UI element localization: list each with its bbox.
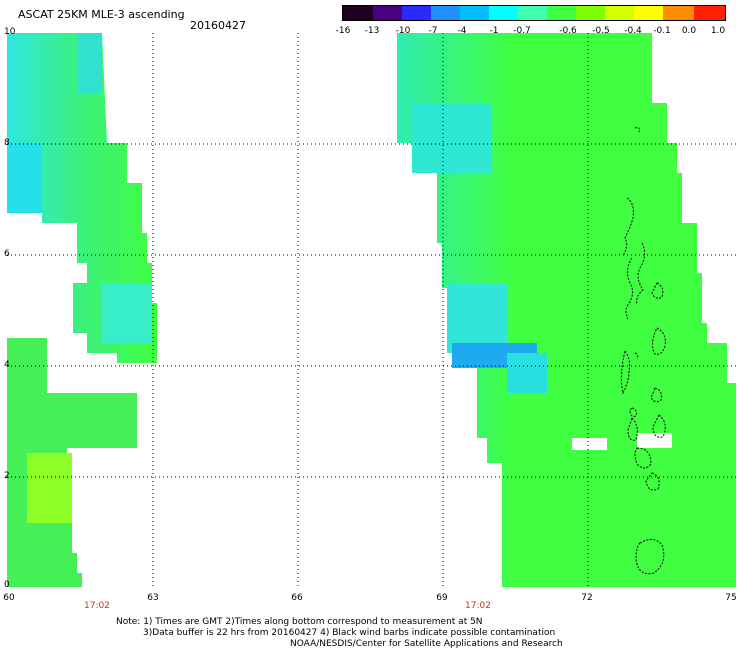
colorbar-label: -7 <box>428 26 438 36</box>
colorbar-label: -13 <box>364 26 380 36</box>
chart-title: ASCAT 25KM MLE-3 ascending <box>18 8 185 21</box>
right-swath-cyan-patch <box>412 103 492 173</box>
footnote-line-2: 3)Data buffer is 22 hrs from 20160427 4)… <box>143 628 556 638</box>
colorbar-label: -4 <box>457 26 467 36</box>
colorbar-seg-4 <box>460 6 489 20</box>
right-swath-gap <box>572 438 607 450</box>
colorbar-label: -0.7 <box>513 26 531 36</box>
x-tick-label: 69 <box>436 593 448 603</box>
colorbar-seg-10 <box>634 6 663 20</box>
left-swath-cyan-patch <box>102 283 152 343</box>
colorbar-seg-7 <box>547 6 576 20</box>
x-tick-label: 63 <box>147 593 159 603</box>
colorbar-label: 1.0 <box>710 26 726 36</box>
colorbar-seg-11 <box>663 6 694 20</box>
colorbar-label: -0.5 <box>592 26 610 36</box>
colorbar-label: -16 <box>335 26 351 36</box>
map-svg <box>7 33 736 587</box>
colorbar-seg-5 <box>489 6 518 20</box>
colorbar-label: -0.1 <box>653 26 671 36</box>
footnote-line-1: Note: 1) Times are GMT 2)Times along bot… <box>116 617 483 627</box>
y-tick-label: 10 <box>4 27 16 37</box>
x-tick-label: 75 <box>725 593 737 603</box>
colorbar-seg-1 <box>373 6 402 20</box>
x-tick-label: 60 <box>3 593 15 603</box>
colorbar-label: -0.4 <box>624 26 642 36</box>
left-swath-cyan-patch <box>77 33 102 93</box>
right-swath-gap <box>637 433 672 448</box>
x-tick-label: 66 <box>291 593 303 603</box>
y-tick-label: 4 <box>4 360 10 370</box>
footnote-line-3: NOAA/NESDIS/Center for Satellite Applica… <box>290 639 563 649</box>
time-label-right: 17:02 <box>465 601 491 611</box>
island-outlines <box>620 127 666 575</box>
x-tick-label: 72 <box>581 593 593 603</box>
chart-date: 20160427 <box>190 19 246 32</box>
colorbar-seg-9 <box>605 6 634 20</box>
left-swath-cyan-patch <box>7 143 42 213</box>
map-plot <box>7 33 736 587</box>
colorbar-label: -10 <box>395 26 411 36</box>
colorbar-label: -1 <box>489 26 499 36</box>
y-tick-label: 8 <box>4 138 10 148</box>
colorbar-seg-2 <box>402 6 431 20</box>
colorbar-seg-12 <box>694 6 725 20</box>
colorbar-seg-3 <box>431 6 460 20</box>
colorbar-label: -0.6 <box>559 26 577 36</box>
left-swath-yellow-patch <box>27 453 72 523</box>
y-tick-label: 0 <box>4 580 10 590</box>
gridlines <box>7 33 736 587</box>
left-swath-upper <box>7 33 157 363</box>
time-label-left: 17:02 <box>84 601 110 611</box>
right-swath-cyan-patch <box>447 283 507 353</box>
colorbar-seg-6 <box>518 6 547 20</box>
colorbar <box>342 5 726 21</box>
y-tick-label: 2 <box>4 471 10 481</box>
y-tick-label: 6 <box>4 249 10 259</box>
colorbar-seg-0 <box>343 6 373 20</box>
colorbar-label: 0.0 <box>681 26 697 36</box>
colorbar-seg-8 <box>576 6 605 20</box>
right-swath-cyan-patch <box>507 353 547 393</box>
